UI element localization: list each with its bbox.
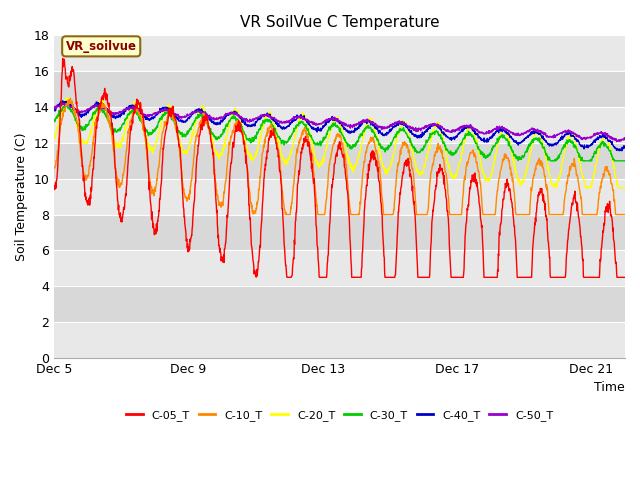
C-30_T [67,108,74,113]
Bar [54,322,625,358]
C-10_T [145,167,152,172]
C-10_T [177,166,185,172]
C-30_T [547,158,554,164]
C-20_T [145,143,152,149]
C-40_T [357,121,365,127]
C-40_T [496,126,504,132]
C-50_T [67,104,74,110]
Legend: C-05_T, C-10_T, C-20_T, C-30_T, C-40_T, C-50_T: C-05_T, C-10_T, C-20_T, C-30_T, C-40_T, … [122,406,557,425]
C-10_T [67,96,74,101]
Line: C-40_T: C-40_T [54,100,625,151]
Text: VR_soilvue: VR_soilvue [66,40,137,53]
C-40_T [51,106,58,111]
C-40_T [193,108,201,114]
C-30_T [496,135,504,141]
C-30_T [357,132,365,138]
C-50_T [621,135,629,141]
C-20_T [62,95,70,101]
C-50_T [612,139,620,144]
C-05_T [59,56,67,61]
C-05_T [621,275,629,280]
Bar [54,107,625,143]
Line: C-10_T: C-10_T [54,98,625,215]
C-30_T [145,133,152,139]
Line: C-05_T: C-05_T [54,59,625,277]
C-50_T [177,114,185,120]
C-20_T [550,185,558,191]
C-05_T [51,183,58,189]
Text: Time: Time [595,381,625,394]
C-05_T [193,152,201,157]
C-10_T [282,212,289,217]
C-30_T [621,158,629,164]
C-05_T [496,225,504,231]
Line: C-20_T: C-20_T [54,98,625,188]
Y-axis label: Soil Temperature (C): Soil Temperature (C) [15,132,28,261]
Bar [54,251,625,286]
C-40_T [618,148,626,154]
Bar [54,36,625,71]
C-10_T [358,185,365,191]
C-40_T [177,119,185,124]
Bar [54,215,625,251]
C-40_T [621,144,629,150]
C-20_T [51,134,58,140]
C-30_T [51,119,58,125]
C-40_T [145,116,152,122]
C-10_T [66,99,74,105]
C-50_T [59,100,67,106]
C-10_T [496,170,504,176]
C-20_T [177,142,185,148]
C-05_T [283,275,291,280]
C-50_T [51,105,58,110]
C-50_T [496,124,504,130]
Bar [54,143,625,179]
C-50_T [357,120,365,126]
Line: C-30_T: C-30_T [54,104,625,161]
C-20_T [193,114,201,120]
Bar [54,179,625,215]
C-10_T [193,130,201,136]
C-50_T [193,108,201,113]
Line: C-50_T: C-50_T [54,103,625,142]
C-20_T [67,99,74,105]
Title: VR SoilVue C Temperature: VR SoilVue C Temperature [240,15,440,30]
C-40_T [65,97,72,103]
C-10_T [51,166,58,171]
C-05_T [177,167,185,173]
Bar [54,286,625,322]
C-05_T [358,266,365,272]
Bar [54,71,625,107]
C-20_T [357,142,365,148]
C-20_T [621,185,629,191]
C-40_T [67,102,74,108]
C-10_T [621,212,629,217]
C-30_T [62,101,70,107]
C-50_T [145,112,152,118]
C-20_T [496,135,504,141]
C-05_T [145,168,152,174]
C-05_T [67,76,74,82]
C-30_T [177,132,185,137]
C-30_T [193,114,201,120]
